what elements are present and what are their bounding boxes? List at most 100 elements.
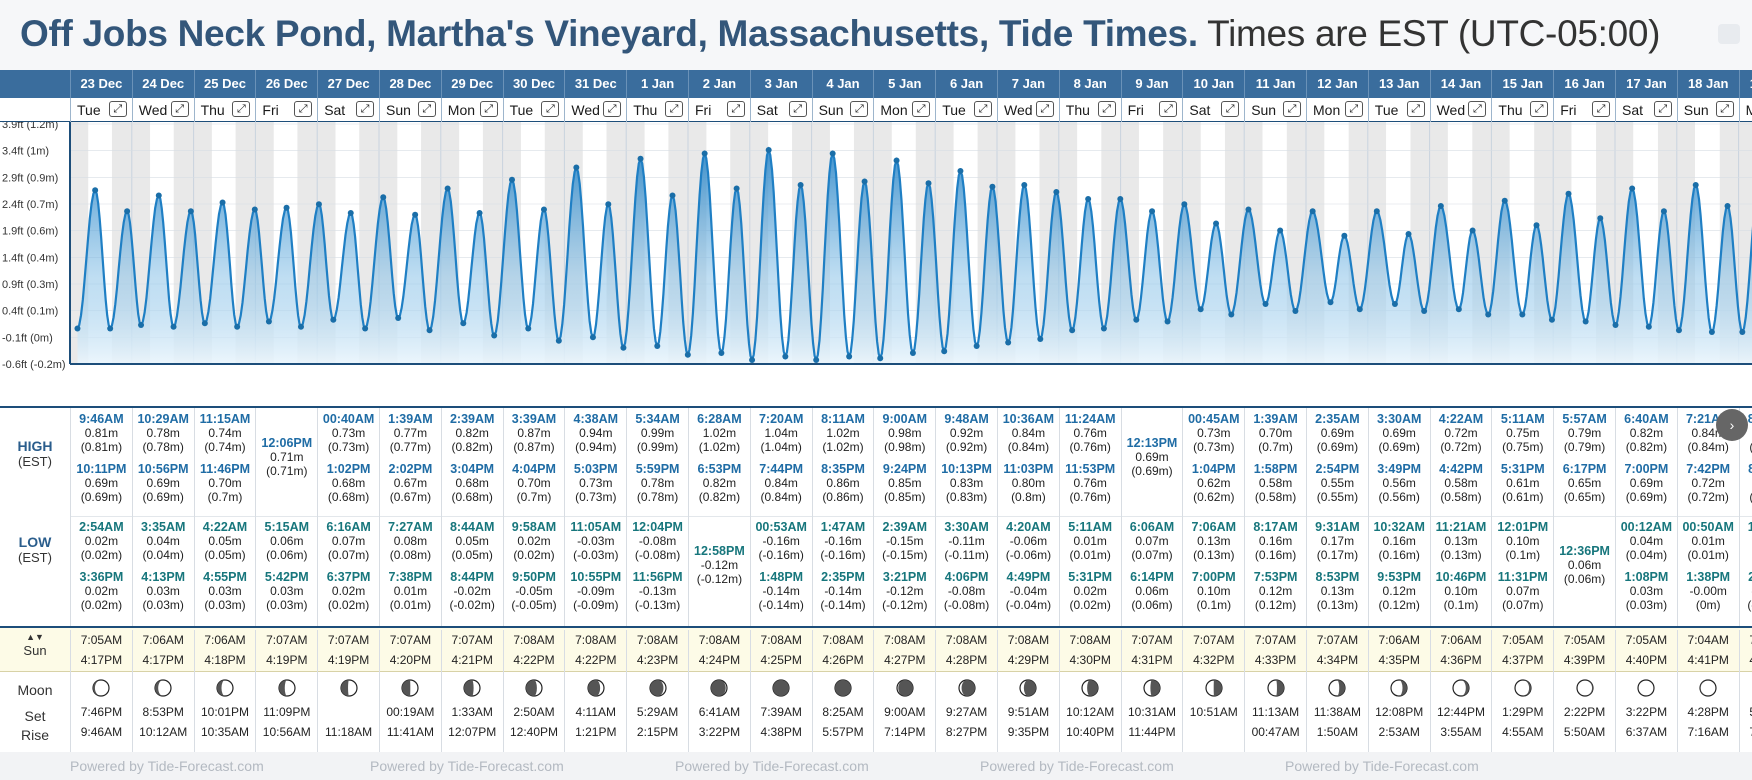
date-header[interactable]: 12 Jan [1306,70,1368,98]
date-header[interactable]: 15 Jan [1491,70,1553,98]
high-tide-time: 10:29AM [137,412,189,426]
widget-menu-button[interactable] [1718,24,1740,44]
high-tide-entry: 11:53PM 0.76m (0.76m) [1060,462,1121,504]
high-tide-height-alt: (0.55m) [1316,490,1359,504]
expand-day-icon[interactable]: ⤢ [1097,101,1116,117]
high-tide-time: 11:53PM [1065,462,1116,476]
expand-day-icon[interactable]: ⤢ [1530,101,1549,117]
expand-day-icon[interactable]: ⤢ [912,101,931,117]
scroll-right-button[interactable]: › [1716,409,1748,441]
expand-day-icon[interactable]: ⤢ [1591,101,1610,117]
low-tide-height: 0.10m [1197,584,1231,598]
date-header[interactable]: 10 Jan [1182,70,1244,98]
date-header[interactable]: 1 Jan [626,70,688,98]
expand-day-icon[interactable]: ⤢ [1159,101,1178,117]
date-header[interactable]: 7 Jan [997,70,1059,98]
tide-extreme-point [1612,322,1619,329]
low-tide-entry: 4:13PM 0.03m (0.03m) [133,570,194,612]
date-header[interactable]: 23 Dec [70,70,132,98]
date-header[interactable]: 13 Jan [1367,70,1430,98]
expand-day-icon[interactable]: ⤢ [603,101,622,117]
date-header[interactable]: 6 Jan [935,70,997,98]
date-header[interactable]: 11 Jan [1244,70,1306,98]
expand-day-icon[interactable]: ⤢ [294,101,313,117]
date-header[interactable]: 4 Jan [811,70,874,98]
date-header[interactable]: 26 Dec [255,70,317,98]
date-header[interactable]: 31 Dec [564,70,626,98]
expand-day-icon[interactable]: ⤢ [973,101,992,117]
date-header[interactable]: 3 Jan [749,70,812,98]
high-tide-height: 0.68m [331,476,366,490]
low-tide-height: 0.04m [146,534,180,548]
expand-day-icon[interactable]: ⤢ [1282,101,1301,117]
expand-day-icon[interactable]: ⤢ [1221,101,1240,117]
expand-day-icon[interactable]: ⤢ [232,101,251,117]
low-tide-cell: 8:17AM 0.16m (0.16m) 7:53PM 0.12m (0.12m) [1244,516,1306,628]
low-tide-height: 0.02m [84,584,119,598]
expand-day-icon[interactable]: ⤢ [1715,101,1734,117]
expand-day-icon[interactable]: ⤢ [726,101,745,117]
low-tide-height-alt: (0.1m) [1443,598,1479,612]
low-tide-height: -0.06m [1009,534,1048,548]
low-tide-height: 0.07m [1506,584,1540,598]
date-header[interactable]: 5 Jan [873,70,935,98]
high-label: HIGH (EST) [17,438,53,469]
low-tide-entry: 4:22AM 0.05m (0.05m) [195,520,256,562]
tide-extreme-point [1645,323,1652,330]
footer-credit: Powered by Tide-Forecast.com [980,758,1174,774]
moon-time-set: 10:01PM [200,705,249,719]
moon-phase-icon [525,679,543,697]
expand-day-icon[interactable]: ⤢ [850,101,869,117]
date-header[interactable]: 29 Dec [440,70,503,98]
expand-day-icon[interactable]: ⤢ [1344,101,1363,117]
moon-cell: 12:44PM 3:55AM [1429,672,1492,752]
moon-time-rise: 3:22PM [698,725,741,739]
expand-day-icon[interactable]: ⤢ [664,101,683,117]
weekday-cell: Mon⤢ [1738,98,1752,122]
expand-day-icon[interactable]: ⤢ [1653,101,1672,117]
expand-day-icon[interactable]: ⤢ [108,101,127,117]
expand-day-icon[interactable]: ⤢ [788,101,807,117]
high-tide-height-alt: (0.69m) [1316,440,1359,454]
tide-chart[interactable]: 3.9ft (1.2m) 3.4ft (1m) 2.9ft (0.9m) 2.4ft … [0,122,1752,406]
high-tide-entry: 10:29AM 0.78m (0.78m) [133,412,194,454]
moon-time-set: 10:31AM [1127,705,1176,719]
sunset-time: 4:37PM [1502,653,1544,667]
expand-day-icon[interactable]: ⤢ [1406,101,1425,117]
expand-day-icon[interactable]: ⤢ [355,101,374,117]
date-header[interactable]: 9 Jan [1120,70,1183,98]
high-tide-entry: 11:15AM 0.74m (0.74m) [195,412,256,454]
expand-day-icon[interactable]: ⤢ [170,101,189,117]
date-header[interactable]: 8 Jan [1058,70,1121,98]
high-tide-time: 2:54PM [1315,462,1360,476]
expand-day-icon[interactable]: ⤢ [1035,101,1054,117]
date-header[interactable]: 19 Jan [1738,70,1752,98]
weekday-label: Sat [756,102,778,118]
sunrise-time: 7:07AM [1193,633,1235,647]
date-header[interactable]: 24 Dec [131,70,194,98]
moon-time-rise: 7:14PM [884,725,926,739]
date-header[interactable]: 14 Jan [1429,70,1492,98]
high-tide-height: 0.67m [393,476,428,490]
date-header[interactable]: 2 Jan [688,70,750,98]
date-header[interactable]: 25 Dec [193,70,256,98]
date-header[interactable]: 16 Jan [1553,70,1615,98]
low-tide-cell: 8:44AM 0.05m (0.05m) 8:44PM -0.02m (-0.02m) [440,516,503,628]
tide-extreme-point [605,201,612,208]
moon-phase-icon [1143,679,1161,697]
high-tide-height-alt: (0.79m) [1563,440,1606,454]
expand-day-icon[interactable]: ⤢ [1468,101,1487,117]
low-tide-time: 5:11AM [1068,520,1113,534]
tide-extreme-point [733,185,740,192]
expand-day-icon[interactable]: ⤢ [417,101,436,117]
date-header[interactable]: 30 Dec [502,70,565,98]
expand-day-icon[interactable]: ⤢ [479,101,498,117]
low-tide-height-alt: (0.04m) [1625,548,1668,562]
date-header[interactable]: 17 Jan [1615,70,1677,98]
moon-time-rise: 10:40PM [1066,725,1115,739]
date-header[interactable]: 18 Jan [1676,70,1739,98]
expand-day-icon[interactable]: ⤢ [541,101,560,117]
low-tide-time: 10:55PM [570,570,622,584]
date-header[interactable]: 28 Dec [379,70,441,98]
date-header[interactable]: 27 Dec [317,70,379,98]
